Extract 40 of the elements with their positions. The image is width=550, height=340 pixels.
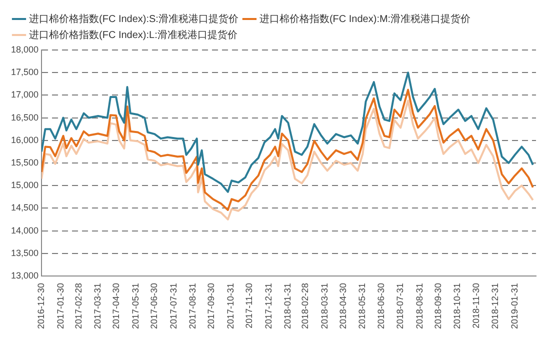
y-tick-label: 14,000 — [10, 225, 39, 236]
x-tick-label: 2017-03-31 — [92, 282, 103, 330]
x-tick-label: 2017-01-30 — [55, 282, 66, 330]
y-tick-label: 16,000 — [10, 134, 39, 145]
x-tick-label: 2017-10-31 — [225, 282, 236, 330]
y-tick-label: 18,000 — [10, 44, 39, 54]
y-tick-label: 15,000 — [10, 180, 39, 190]
x-tick-label: 2018-09-30 — [432, 282, 443, 330]
y-tick-label: 17,000 — [10, 90, 39, 100]
x-tick-label: 2016-12-30 — [36, 282, 46, 330]
x-tick-label: 2018-01-31 — [282, 282, 293, 330]
x-tick-label: 2018-12-31 — [490, 282, 500, 330]
y-tick-label: 17,500 — [10, 67, 39, 78]
x-tick-label: 2019-01-31 — [509, 282, 520, 330]
x-tick-label: 2017-02-28 — [73, 282, 84, 330]
x-tick-label: 2018-06-30 — [376, 282, 386, 330]
x-tick-label: 2017-04-30 — [111, 282, 122, 330]
x-tick-label: 2017-12-31 — [263, 282, 274, 330]
y-tick-label: 16,500 — [10, 112, 39, 122]
x-tick-label: 2018-08-31 — [414, 282, 424, 330]
x-tick-label: 2017-09-30 — [206, 282, 216, 330]
x-tick-label: 2018-11-30 — [470, 282, 481, 328]
x-tick-label: 2018-03-31 — [319, 282, 330, 330]
x-tick-label: 2017-05-31 — [130, 282, 140, 330]
x-tick-label: 2018-07-31 — [395, 282, 406, 330]
x-tick-label: 2017-08-31 — [188, 282, 198, 330]
x-tick-label: 2018-05-31 — [357, 282, 368, 330]
legend-label: 进口棉价格指数(FC Index):S:滑准税港口提货价 — [29, 12, 238, 25]
x-tick-label: 2017-07-31 — [168, 282, 178, 330]
y-tick-label: 15,500 — [10, 157, 39, 168]
y-tick-label: 14,500 — [10, 202, 39, 213]
x-tick-label: 2017-11-30 — [244, 282, 254, 328]
legend-label: 进口棉价格指数(FC Index):M:滑准税港口提货价 — [259, 12, 471, 25]
x-tick-label: 2018-04-30 — [338, 282, 348, 330]
y-tick-label: 13,000 — [10, 270, 39, 280]
x-tick-label: 2018-02-28 — [300, 282, 310, 330]
x-tick-label: 2018-10-31 — [452, 282, 462, 330]
y-tick-label: 13,500 — [10, 248, 39, 258]
legend-label: 进口棉价格指数(FC Index):L:滑准税港口提货价 — [29, 28, 238, 41]
x-tick-label: 2017-06-30 — [149, 282, 160, 330]
